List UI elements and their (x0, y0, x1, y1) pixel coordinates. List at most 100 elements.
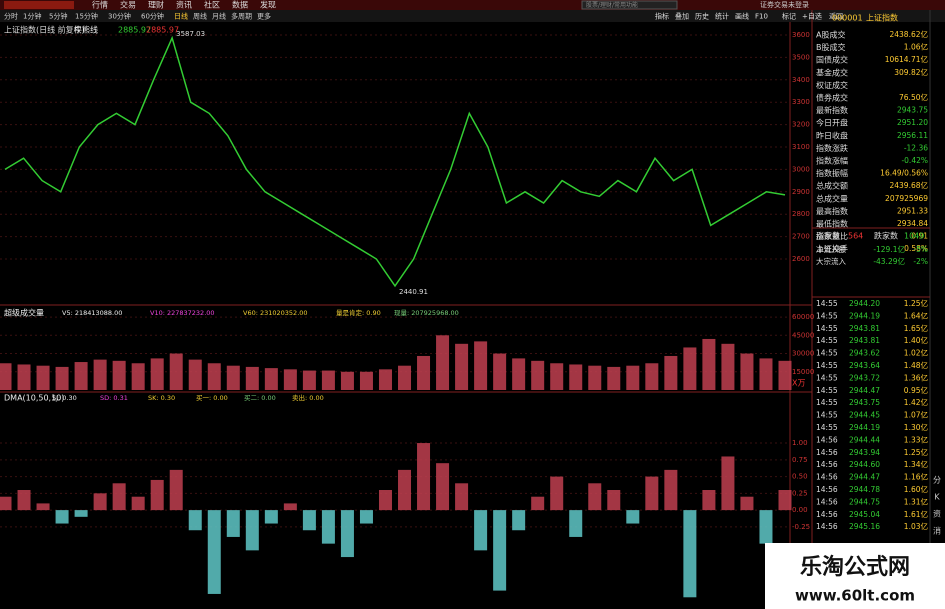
info-value: 76.50亿 (899, 92, 928, 102)
y-tick-label: 3400 (792, 76, 810, 84)
period-tab[interactable]: 1分钟 (23, 12, 41, 21)
sidebar-icon[interactable]: 消 (933, 526, 941, 536)
bar (340, 510, 354, 558)
info-label: 指数涨跌 (816, 143, 848, 153)
tick-row: 14:55 (816, 361, 838, 370)
tool-button[interactable]: 返回 (829, 13, 843, 21)
sidebar-icon[interactable]: 分 (933, 476, 941, 485)
bar (169, 353, 183, 390)
tick-row: 14:56 (816, 448, 838, 457)
tick-row: 14:55 (816, 349, 838, 358)
period-tab[interactable]: 月线 (212, 12, 226, 21)
search-box[interactable] (581, 0, 678, 10)
indicator-stat: V5: 218413088.00 (62, 309, 122, 317)
watermark-name: 乐淘公式网 (800, 554, 910, 580)
bar (759, 510, 773, 544)
info-value: 16.49/0.56% (880, 169, 928, 178)
indicator-stat: SD: 0.31 (100, 394, 128, 402)
bar (569, 510, 583, 537)
bar (778, 360, 792, 390)
tick-row: 14:55 (816, 311, 838, 320)
period-tab[interactable]: 日线 (174, 12, 188, 21)
tool-button[interactable]: 历史 (695, 12, 709, 21)
tick-row: 1.33亿 (904, 434, 929, 444)
period-tab[interactable]: 多周期 (231, 12, 252, 21)
tick-row: 2944.45 (849, 411, 880, 420)
bar (512, 510, 526, 531)
watermark-box (765, 543, 945, 609)
menu-item[interactable]: 理财 (148, 0, 164, 10)
sidebar-icon[interactable]: 资 (933, 509, 941, 519)
bar (36, 503, 50, 511)
breadth: 564 (848, 232, 863, 241)
tool-button[interactable]: 统计 (715, 12, 729, 21)
flow: -2% (913, 257, 928, 266)
bar (93, 359, 107, 390)
info-label: 债券成交 (816, 93, 848, 103)
login-status[interactable]: 证券交易未登录 (760, 0, 809, 9)
bar (378, 369, 392, 390)
period-tab[interactable]: 15分钟 (75, 12, 98, 21)
tool-button[interactable]: F10 (755, 13, 768, 21)
indicator-stat: 买一: 0.00 (196, 394, 228, 402)
bar (398, 365, 412, 390)
menu-item[interactable]: 发现 (260, 0, 276, 10)
last-value: 2885.97 (146, 26, 179, 35)
bar (283, 503, 297, 511)
panel-title: DMA(10,50,10) (4, 394, 64, 403)
y-tick-label: 30000 (792, 350, 814, 358)
menu-item[interactable]: 数据 (232, 0, 248, 10)
info-value: 2439.68亿 (889, 180, 928, 190)
period-tab[interactable]: 5分钟 (49, 12, 67, 21)
period-tab[interactable]: 30分钟 (108, 12, 131, 21)
y-tick-label: 2700 (792, 233, 810, 241)
tick-row: 1.34亿 (904, 459, 929, 469)
info-value: 0.91 (911, 232, 928, 241)
indicator-stat: 现量: 207925968.00 (394, 309, 459, 317)
bar (664, 355, 678, 390)
tool-button[interactable]: +自选 (802, 12, 822, 21)
bar (112, 360, 126, 390)
bar (150, 358, 164, 390)
panel-title: 超级成交量 (4, 308, 44, 318)
menu-item[interactable]: 社区 (204, 0, 220, 10)
info-value: 2943.75 (897, 106, 928, 115)
bar (455, 483, 469, 511)
tick-row: 2944.60 (849, 460, 880, 469)
tick-row: 14:56 (816, 473, 838, 482)
period-tab[interactable]: 周线 (193, 12, 207, 21)
menu-item[interactable]: 资讯 (176, 0, 192, 10)
breadth: 1049 (904, 232, 924, 241)
bar (150, 479, 164, 511)
tool-button[interactable]: 标记 (782, 12, 796, 21)
bar (340, 371, 354, 390)
flow: -5% (913, 245, 928, 254)
period-tab[interactable]: 分时 (4, 12, 18, 21)
period-tab[interactable]: 更多 (257, 12, 271, 21)
tick-row: 14:55 (816, 373, 838, 382)
tick-row: 2944.78 (849, 485, 880, 494)
tick-row: 14:56 (816, 497, 838, 506)
indicator-stat: V60: 231020352.00 (243, 309, 308, 317)
annotation: 2440.91 (399, 288, 428, 296)
tool-button[interactable]: 指标 (655, 12, 669, 21)
search-placeholder[interactable]: 股票/理财/常用功能 (586, 1, 638, 9)
tick-row: 1.48亿 (904, 360, 929, 370)
tool-button[interactable]: 叠加 (675, 12, 689, 21)
menu-item[interactable]: 行情 (92, 0, 108, 10)
y-tick-label: -0.25 (792, 523, 810, 531)
tick-row: 1.30亿 (904, 422, 929, 432)
bar (626, 365, 640, 390)
menu-item[interactable]: 交易 (120, 0, 136, 10)
bar (359, 371, 373, 390)
bar (207, 363, 221, 390)
info-value: 2956.11 (897, 131, 928, 140)
bar (683, 347, 697, 390)
bar (17, 364, 31, 390)
info-label: 最新指数 (816, 105, 848, 115)
sidebar-icon[interactable]: K (934, 493, 940, 502)
tool-button[interactable]: 画线 (735, 12, 749, 21)
bar (0, 363, 12, 390)
info-value: 309.82亿 (894, 67, 928, 77)
period-tab[interactable]: 60分钟 (141, 12, 164, 21)
